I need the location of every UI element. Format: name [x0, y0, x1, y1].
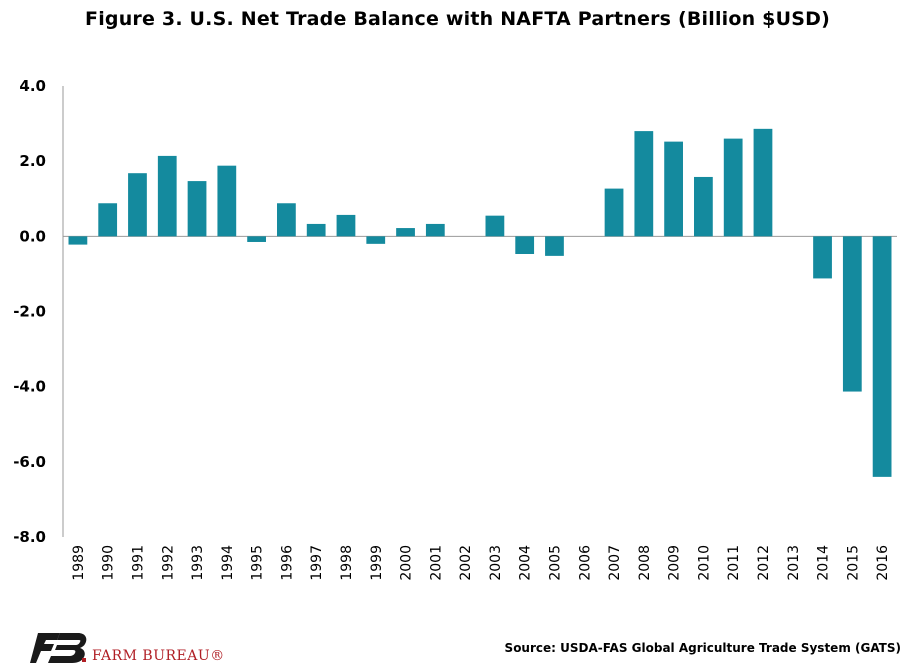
bar-2001 [425, 223, 445, 237]
bar-2009 [664, 141, 683, 237]
y-tick-label: -4.0 [13, 378, 46, 396]
bar-2008 [634, 131, 654, 237]
bar-1994 [217, 165, 237, 237]
bar-2005 [545, 236, 564, 256]
farm-bureau-logo-icon [30, 633, 87, 663]
x-tick-label: 2014 [816, 545, 832, 581]
x-tick-label: 2010 [696, 545, 712, 581]
x-tick-label: 2005 [547, 545, 563, 581]
y-tick-label: 4.0 [19, 77, 46, 95]
y-tick-label: -6.0 [13, 453, 46, 471]
bar-2011 [723, 138, 743, 237]
bar-1993 [187, 181, 207, 237]
bars [68, 128, 892, 477]
bar-2007 [604, 188, 624, 237]
x-tick-label: 1993 [190, 545, 206, 581]
bar-2003 [485, 215, 505, 237]
bar-2014 [813, 236, 832, 279]
x-tick-label: 1991 [130, 545, 146, 581]
bar-2004 [515, 236, 535, 254]
bar-1999 [366, 236, 386, 244]
x-tick-label: 2006 [577, 545, 593, 581]
y-tick-label: -2.0 [13, 303, 46, 321]
bar-1992 [157, 155, 177, 237]
x-tick-label: 1994 [220, 545, 236, 581]
x-tick-label: 2008 [637, 545, 653, 581]
bar-1997 [306, 223, 326, 237]
bar-2016 [872, 236, 892, 477]
x-tick-label: 2011 [726, 545, 742, 581]
x-tick-label: 2016 [875, 545, 891, 581]
x-axis-labels: 1989 1990 1991 1992 1993 1994 1995 1996 1997 1998… [71, 545, 891, 581]
x-tick-label: 2002 [458, 545, 474, 581]
x-tick-label: 2013 [786, 545, 802, 581]
bar-2010 [694, 176, 713, 237]
logo-text: FARM BUREAU® [92, 648, 225, 664]
bar-2015 [842, 236, 862, 392]
x-tick-label: 1995 [250, 545, 266, 581]
x-tick-label: 2007 [607, 545, 623, 581]
chart-title: Figure 3. U.S. Net Trade Balance with NA… [85, 8, 830, 30]
x-tick-label: 1990 [101, 545, 117, 581]
y-tick-label: 2.0 [19, 152, 46, 170]
x-tick-label: 1997 [309, 545, 325, 581]
chart-area: 4.02.00.0-2.0-4.0-6.0-8.0 1989 1990 1991 19… [13, 77, 897, 581]
source-note: Source: USDA-FAS Global Agriculture Trad… [504, 641, 901, 655]
bar-2012 [753, 128, 773, 237]
x-tick-label: 1998 [339, 545, 355, 581]
bar-1995 [247, 236, 266, 242]
bar-1991 [128, 173, 147, 237]
bar-1998 [336, 214, 356, 237]
x-tick-label: 2004 [518, 545, 534, 581]
y-tick-label: -8.0 [13, 528, 46, 546]
x-tick-label: 2012 [756, 545, 772, 581]
y-axis: 4.0 2.0 0.0 -2.0 -4.0 -6.0 -8.0 [13, 77, 897, 546]
bar-1996 [277, 203, 296, 237]
x-tick-label: 2000 [399, 545, 415, 581]
x-tick-label: 2015 [845, 545, 861, 581]
y-tick-label: 0.0 [19, 227, 46, 245]
bar-1990 [98, 203, 118, 237]
x-tick-label: 1989 [71, 545, 87, 581]
x-tick-label: 2009 [667, 545, 683, 581]
bar-1989 [68, 236, 88, 245]
bar-2000 [396, 228, 415, 237]
x-tick-label: 1999 [369, 545, 385, 581]
x-tick-label: 2001 [428, 545, 444, 581]
x-tick-label: 2003 [488, 545, 504, 581]
x-tick-label: 1996 [279, 545, 295, 581]
x-tick-label: 1992 [160, 545, 176, 581]
